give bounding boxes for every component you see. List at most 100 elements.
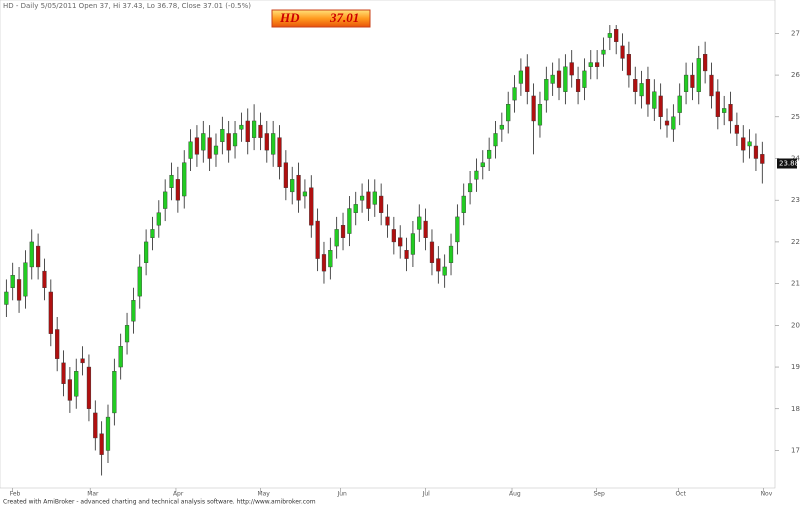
y-tick-label: 22 bbox=[791, 238, 800, 246]
candle-body bbox=[722, 108, 727, 113]
candle-body bbox=[188, 141, 193, 159]
candle-body bbox=[347, 208, 352, 234]
candle-body bbox=[461, 195, 466, 213]
candle-body bbox=[652, 91, 657, 109]
candle-body bbox=[258, 124, 263, 138]
candle-body bbox=[169, 174, 174, 188]
footer: Created with AmiBroker - advanced charti… bbox=[3, 499, 316, 506]
symbol-badge: HD bbox=[279, 10, 300, 25]
candle-body bbox=[232, 133, 238, 147]
candle-body bbox=[226, 133, 231, 151]
candle-body bbox=[410, 233, 416, 255]
candle-body bbox=[626, 54, 631, 76]
candle-body bbox=[379, 195, 384, 213]
candle-body bbox=[207, 137, 212, 159]
candle-body bbox=[296, 174, 301, 201]
candle-body bbox=[550, 74, 555, 84]
candle-body bbox=[124, 325, 130, 343]
y-tick-label: 24 bbox=[791, 154, 800, 162]
candle-body bbox=[112, 371, 117, 414]
candle-body bbox=[251, 120, 257, 138]
candle-body bbox=[201, 133, 206, 151]
candle-body bbox=[309, 187, 314, 226]
candle-body bbox=[607, 33, 612, 38]
candle-body bbox=[328, 250, 333, 268]
candle-body bbox=[175, 179, 180, 201]
candle-body bbox=[487, 149, 492, 159]
candle-body bbox=[715, 91, 720, 117]
x-tick-label: Mar bbox=[87, 491, 99, 498]
candle-body bbox=[455, 216, 460, 243]
candle-body bbox=[105, 416, 111, 451]
candle-body bbox=[480, 162, 485, 168]
candle-body bbox=[163, 191, 168, 209]
candle-body bbox=[10, 275, 15, 288]
candle-body bbox=[499, 124, 504, 130]
y-tick-label: 20 bbox=[791, 321, 800, 329]
x-tick-label: Oct bbox=[675, 491, 686, 498]
y-tick-label: 21 bbox=[791, 280, 800, 288]
candle-body bbox=[67, 379, 72, 401]
candle-body bbox=[372, 191, 377, 205]
candle-body bbox=[404, 250, 409, 259]
candle-body bbox=[493, 133, 498, 147]
candle-body bbox=[366, 191, 371, 209]
candle-body bbox=[734, 124, 739, 134]
candle-body bbox=[474, 170, 479, 180]
x-tick-label: Feb bbox=[10, 491, 21, 498]
candle-body bbox=[429, 241, 435, 263]
candle-body bbox=[601, 49, 606, 55]
candle-body bbox=[321, 254, 327, 272]
candle-body bbox=[569, 62, 574, 76]
candle-body bbox=[595, 62, 600, 67]
candle-body bbox=[696, 58, 701, 92]
candle-body bbox=[703, 54, 708, 72]
candle-body bbox=[42, 270, 47, 288]
candle-body bbox=[239, 124, 244, 130]
badge-box bbox=[271, 9, 371, 28]
y-tick-label: 27 bbox=[791, 29, 800, 37]
candle-body bbox=[633, 79, 638, 92]
candle-body bbox=[760, 154, 765, 164]
candle-body bbox=[728, 104, 733, 122]
candle-body bbox=[302, 191, 308, 197]
candle-body bbox=[290, 179, 295, 193]
candle-body bbox=[614, 28, 619, 42]
candle-body bbox=[277, 137, 282, 168]
candle-body bbox=[23, 262, 28, 297]
candle-body bbox=[86, 366, 92, 409]
x-tick-label: Apr bbox=[173, 491, 184, 498]
candle-body bbox=[506, 104, 511, 122]
candle-body bbox=[61, 362, 66, 384]
y-tick-label: 25 bbox=[791, 113, 800, 121]
candle-body bbox=[359, 195, 365, 201]
last-price-box bbox=[777, 158, 797, 169]
candle-body bbox=[16, 279, 22, 301]
candle-body bbox=[677, 95, 682, 113]
x-tick-label: Aug bbox=[509, 491, 521, 498]
candle-body bbox=[144, 241, 149, 263]
candle-body bbox=[93, 412, 98, 439]
candle-body bbox=[391, 229, 396, 243]
candle-body bbox=[74, 371, 79, 397]
x-tick-label: Nov bbox=[761, 491, 773, 498]
candle-body bbox=[156, 212, 161, 226]
candle-body bbox=[213, 145, 219, 155]
candle-body bbox=[4, 291, 9, 305]
y-tick-label: 18 bbox=[791, 405, 800, 413]
candle-body bbox=[245, 120, 250, 143]
candle-body bbox=[29, 241, 34, 268]
candle-body bbox=[582, 70, 587, 88]
y-tick-label: 23 bbox=[791, 196, 800, 204]
candle-body bbox=[467, 183, 473, 193]
candle-body bbox=[442, 266, 447, 276]
candle-body bbox=[588, 62, 593, 67]
candle-body bbox=[398, 237, 403, 247]
candle-body bbox=[747, 141, 752, 147]
plot-area bbox=[0, 0, 776, 489]
candle-body bbox=[664, 120, 670, 126]
candle-body bbox=[220, 129, 225, 143]
candle-body bbox=[182, 162, 187, 197]
candle-body bbox=[709, 74, 714, 97]
